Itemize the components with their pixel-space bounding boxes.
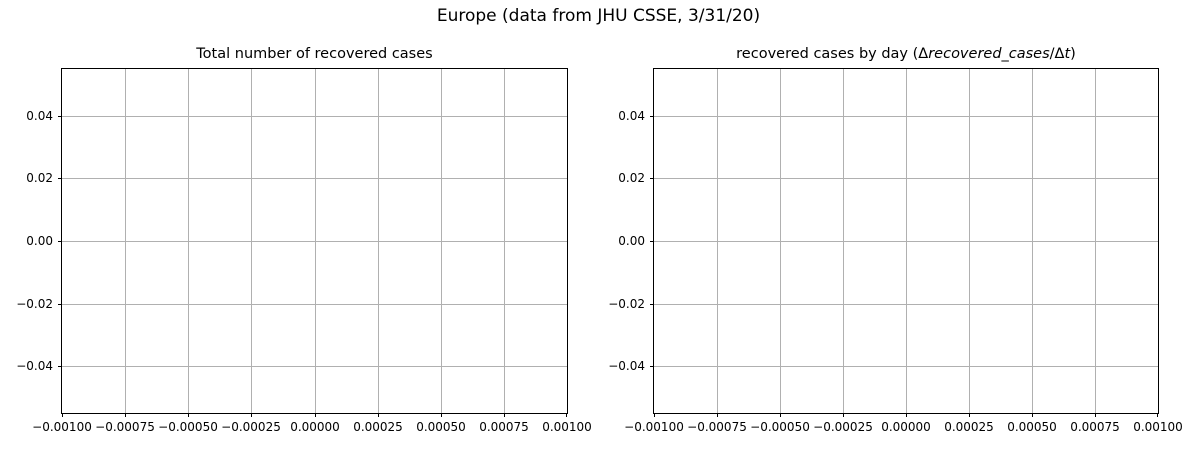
y-gridline [654, 304, 1158, 305]
axes-title-text-segment: ) [1070, 46, 1076, 62]
axes-title-text-segment: / [1049, 46, 1055, 62]
y-tick [650, 178, 654, 179]
y-gridline [62, 366, 567, 367]
y-gridline [654, 241, 1158, 242]
x-tick-label: −0.00050 [158, 420, 218, 434]
y-tick-label: 0.04 [26, 109, 53, 123]
axes-title: Total number of recovered cases [196, 46, 432, 62]
right-plot-area: recovered cases by day (Δrecovered_cases… [608, 46, 1183, 434]
y-tick [58, 241, 62, 242]
y-tick [650, 116, 654, 117]
x-tick-label: −0.00075 [95, 420, 155, 434]
x-tick-label: −0.00100 [32, 420, 92, 434]
left-plot-area: Total number of recovered cases −0.00100−… [16, 46, 592, 434]
x-tick-label: 0.00025 [944, 420, 994, 434]
y-tick [58, 178, 62, 179]
x-tick-label: −0.00050 [750, 420, 810, 434]
x-tick [188, 413, 189, 417]
x-tick [504, 413, 505, 417]
x-tick-label: −0.00100 [624, 420, 684, 434]
x-tick-label: 0.00100 [1133, 420, 1183, 434]
y-tick [650, 366, 654, 367]
x-tick-label: 0.00075 [479, 420, 529, 434]
x-tick [1157, 413, 1158, 417]
y-tick-label: −0.02 [16, 297, 53, 311]
x-tick-label: 0.00050 [416, 420, 466, 434]
y-tick [650, 304, 654, 305]
figure-title: Europe (data from JHU CSSE, 3/31/20) [436, 6, 761, 26]
y-gridline [62, 304, 567, 305]
y-gridline [654, 116, 1158, 117]
y-gridline [62, 241, 567, 242]
x-tick [843, 413, 844, 417]
x-tick-label: 0.00075 [1070, 420, 1120, 434]
x-tick [62, 413, 63, 417]
x-tick [1032, 413, 1033, 417]
x-tick [1095, 413, 1096, 417]
y-tick-label: −0.04 [608, 359, 645, 373]
x-tick [969, 413, 970, 417]
axes-title-math-segment: recovered_cases [928, 46, 1050, 62]
y-tick [58, 304, 62, 305]
x-tick [654, 413, 655, 417]
x-tick [378, 413, 379, 417]
x-tick-label: 0.00050 [1007, 420, 1057, 434]
y-tick [58, 366, 62, 367]
x-tick [315, 413, 316, 417]
x-tick [717, 413, 718, 417]
y-gridline [654, 366, 1158, 367]
x-tick-label: −0.00075 [687, 420, 747, 434]
axes-title-text-segment: Δ [1054, 46, 1065, 62]
x-tick-label: 0.00025 [353, 420, 403, 434]
x-tick-label: −0.00025 [813, 420, 873, 434]
y-tick-label: 0.02 [26, 171, 53, 185]
x-tick [251, 413, 252, 417]
y-tick-label: 0.02 [618, 171, 645, 185]
axes-title-math-segment: t [1064, 46, 1071, 62]
y-tick [58, 116, 62, 117]
y-gridline [62, 178, 567, 179]
x-tick [906, 413, 907, 417]
y-tick-label: 0.04 [618, 109, 645, 123]
x-tick-label: 0.00000 [881, 420, 931, 434]
y-tick-label: −0.04 [16, 359, 53, 373]
y-gridline [654, 178, 1158, 179]
x-tick [125, 413, 126, 417]
y-gridline [62, 116, 567, 117]
x-tick-label: 0.00100 [542, 420, 592, 434]
x-tick-label: 0.00000 [290, 420, 340, 434]
axes-title-text-segment: Δ [918, 46, 929, 62]
y-tick-label: 0.00 [26, 234, 53, 248]
axes-title-text-segment: Total number of recovered cases [196, 46, 433, 62]
y-tick-label: 0.00 [618, 234, 645, 248]
x-tick [780, 413, 781, 417]
x-tick-label: −0.00025 [221, 420, 281, 434]
axes-title: recovered cases by day (Δrecovered_cases… [736, 46, 1076, 62]
y-tick [650, 241, 654, 242]
x-tick [566, 413, 567, 417]
y-tick-label: −0.02 [608, 297, 645, 311]
axes-title-text-segment: recovered cases by day ( [736, 46, 919, 62]
x-tick [441, 413, 442, 417]
